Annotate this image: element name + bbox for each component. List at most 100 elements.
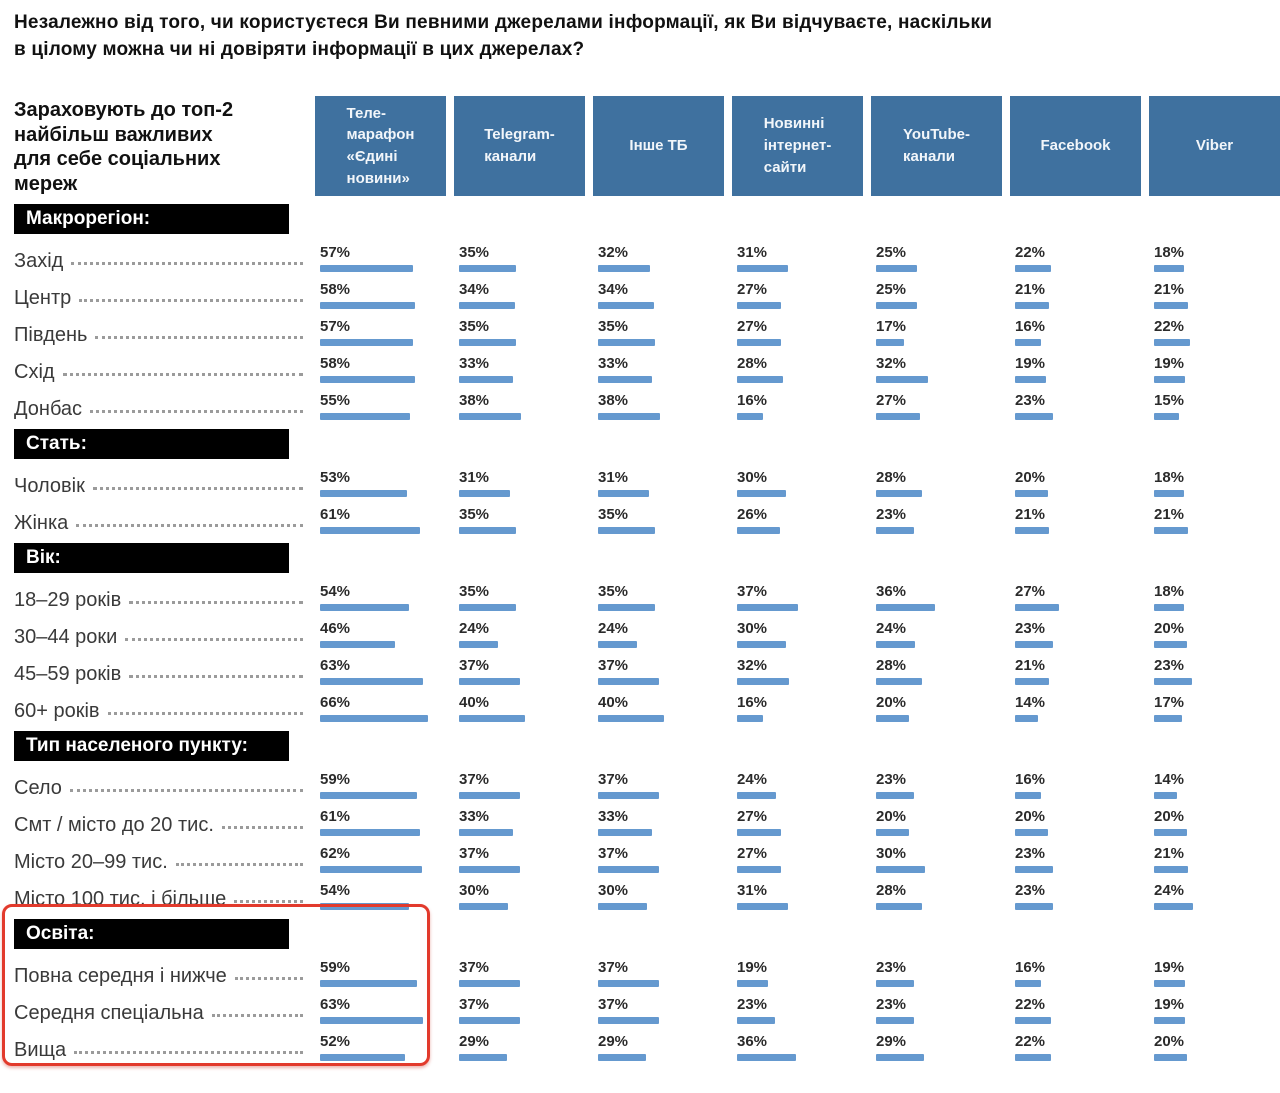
value-label: 52% [320,1033,351,1050]
data-cell: 35% [454,498,593,535]
value-label: 37% [459,959,490,976]
data-cell: 18% [1149,575,1280,612]
row-label: 60+ років [14,700,100,722]
value-bar [320,265,413,272]
value-bar [459,715,525,722]
value-bar [737,641,786,648]
value-bar [876,678,922,685]
value-bar [320,527,420,534]
value-bar [876,1017,914,1024]
data-cell: 33% [593,800,732,837]
dotted-leader [234,977,303,980]
row-label-cell: Село [14,763,315,800]
value-label: 20% [876,808,907,825]
column-header: Інше ТБ [593,96,724,196]
value-label: 20% [1015,808,1046,825]
value-label: 22% [1015,1033,1046,1050]
value-label: 37% [459,771,490,788]
table-row: Схід 58% 33% 33% 28% 32% 19% 19% [14,347,1268,384]
value-bar [1154,302,1188,309]
data-cell: 31% [732,874,871,911]
value-bar [1015,792,1041,799]
dotted-leader [76,524,303,527]
data-cell: 32% [732,649,871,686]
value-label: 32% [598,244,629,261]
value-bar [876,302,917,309]
value-bar [320,339,413,346]
data-cell: 32% [593,236,732,273]
value-bar [598,1054,646,1061]
value-bar [459,903,508,910]
value-bar [876,339,904,346]
row-label: Місто 20–99 тис. [14,851,168,873]
group: Освіта: Повна середня і нижче 59% 37% 37% 19%… [2,904,1268,1066]
value-label: 21% [1154,281,1185,298]
data-cell: 19% [1149,347,1280,384]
row-label: Смт / місто до 20 тис. [14,814,214,836]
value-bar [1015,527,1049,534]
data-cell: 19% [732,951,871,988]
data-cell: 25% [871,236,1010,273]
value-label: 66% [320,694,351,711]
data-cell: 66% [315,686,454,723]
column-4: Новинні інтернет- сайти [732,96,871,196]
value-bar [598,302,654,309]
value-label: 35% [598,506,629,523]
value-bar [320,641,395,648]
dotted-leader [125,638,303,641]
value-label: 22% [1015,244,1046,261]
data-cell: 21% [1010,273,1149,310]
value-label: 33% [598,355,629,372]
column-header: Теле- марафон «Єдині новини» [315,96,446,196]
data-cell: 16% [732,384,871,421]
data-cell: 33% [454,347,593,384]
value-bar [737,829,781,836]
value-bar [737,903,788,910]
data-cell: 30% [871,837,1010,874]
value-bar [1015,413,1053,420]
row-label-cell: Захід [14,236,315,273]
value-label: 27% [737,318,768,335]
value-label: 31% [598,469,629,486]
data-cell: 27% [732,310,871,347]
row-label: Село [14,777,62,799]
data-cell: 31% [732,236,871,273]
value-label: 36% [876,583,907,600]
table-row: Місто 100 тис. і більше 54% 30% 30% 31% 28% 23… [14,874,1268,911]
column-2: Telegram- канали [454,96,593,196]
dotted-leader [74,1051,303,1054]
row-label: 45–59 років [14,663,122,685]
value-bar [1154,265,1184,272]
value-bar [1015,265,1051,272]
data-cell: 34% [454,273,593,310]
value-label: 22% [1154,318,1185,335]
data-cell: 37% [454,763,593,800]
value-label: 33% [459,355,490,372]
value-bar [320,490,407,497]
data-cell: 21% [1149,273,1280,310]
value-label: 36% [737,1033,768,1050]
row-label: Чоловік [14,475,85,497]
data-cell: 28% [871,461,1010,498]
dotted-leader [175,863,303,866]
column-7: Viber [1149,96,1280,196]
data-cell: 37% [593,988,732,1025]
value-bar [598,903,647,910]
data-cell: 24% [454,612,593,649]
data-cell: 38% [593,384,732,421]
data-cell: 35% [593,310,732,347]
value-bar [459,866,520,873]
row-label: Жінка [14,512,69,534]
value-bar [459,339,516,346]
row-label: 18–29 років [14,589,122,611]
data-cell: 53% [315,461,454,498]
data-cell: 17% [1149,686,1280,723]
value-bar [876,1054,924,1061]
group-header: Вік: [14,543,289,573]
value-label: 27% [1015,583,1046,600]
value-label: 24% [737,771,768,788]
value-label: 21% [1015,281,1046,298]
value-label: 23% [876,771,907,788]
value-label: 35% [459,318,490,335]
data-cell: 20% [871,800,1010,837]
